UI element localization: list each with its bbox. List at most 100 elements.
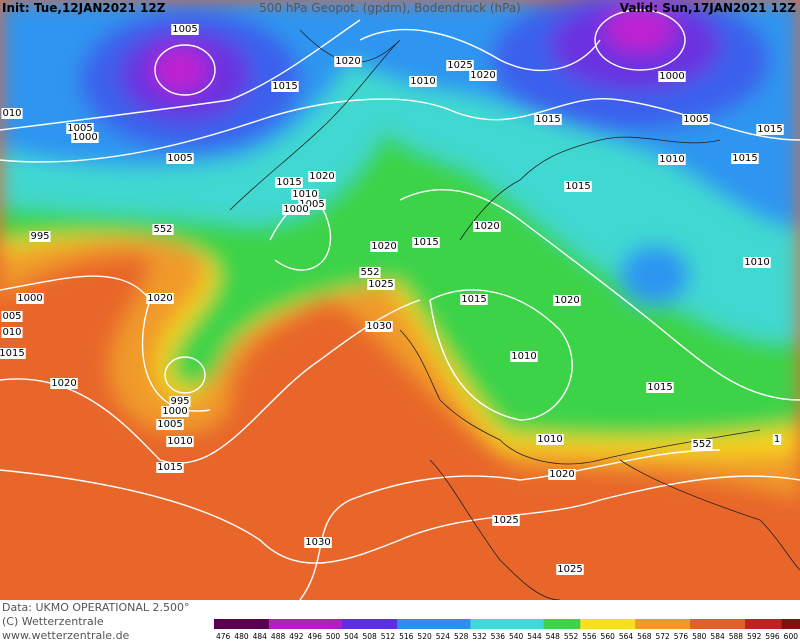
isobar-label: 1010 bbox=[410, 76, 435, 87]
isobar-label: 552 bbox=[692, 439, 711, 450]
isobar-label: 1005 bbox=[157, 419, 182, 430]
label-bg bbox=[556, 564, 584, 575]
isobar-label: 1015 bbox=[276, 177, 301, 188]
scale-label: 492 bbox=[289, 632, 304, 641]
scale-swatch bbox=[342, 619, 361, 629]
isobar-label: 1005 bbox=[67, 123, 92, 134]
label-bg bbox=[29, 231, 51, 242]
scale-swatch bbox=[470, 619, 490, 629]
isobar-label: 005 bbox=[2, 311, 21, 322]
scale-swatch bbox=[397, 619, 416, 629]
label-bg bbox=[359, 267, 381, 278]
scale-swatch bbox=[323, 619, 343, 629]
label-bg bbox=[275, 177, 303, 188]
label-bg bbox=[152, 224, 174, 235]
isobar-label: 1015 bbox=[565, 181, 590, 192]
isobar-label: 1020 bbox=[371, 241, 396, 252]
scale-label: 500 bbox=[326, 632, 341, 641]
isobar-label: 1010 bbox=[537, 434, 562, 445]
coastlines bbox=[229, 29, 800, 600]
isobar-label: 552 bbox=[153, 224, 172, 235]
label-bg bbox=[658, 71, 686, 82]
scale-label: 496 bbox=[308, 632, 323, 641]
isobar-label: 1020 bbox=[554, 295, 579, 306]
scale-swatch bbox=[543, 619, 563, 629]
isobar-label: 1030 bbox=[305, 537, 330, 548]
scale-swatch bbox=[745, 619, 764, 629]
isobar-label: 1 bbox=[774, 434, 780, 445]
scale-label: 536 bbox=[491, 632, 506, 641]
isobar-label: 010 bbox=[2, 327, 21, 338]
label-bg bbox=[169, 396, 191, 407]
label-bg bbox=[469, 70, 497, 81]
isobar-label: 1015 bbox=[413, 237, 438, 248]
scale-swatch bbox=[653, 619, 673, 629]
label-bg bbox=[0, 348, 26, 359]
isobar-label: 552 bbox=[360, 267, 379, 278]
isobar-label: 1025 bbox=[447, 60, 472, 71]
label-bg bbox=[510, 351, 538, 362]
scale-swatch bbox=[507, 619, 526, 629]
scale-label: 548 bbox=[546, 632, 561, 641]
label-bg bbox=[646, 382, 674, 393]
isobar-label: 1010 bbox=[744, 257, 769, 268]
label-bg bbox=[1, 327, 23, 338]
label-bg bbox=[166, 153, 194, 164]
isobar-label: 1025 bbox=[493, 515, 518, 526]
scale-label: 512 bbox=[381, 632, 396, 641]
scale-label: 528 bbox=[454, 632, 469, 641]
scale-swatch bbox=[708, 619, 728, 629]
isobar-label: 010 bbox=[2, 108, 21, 119]
scale-label: 488 bbox=[271, 632, 286, 641]
scale-swatch bbox=[580, 619, 600, 629]
scale-swatch bbox=[781, 619, 800, 629]
label-bg bbox=[146, 293, 174, 304]
isobar-label: 1010 bbox=[511, 351, 536, 362]
label-bg bbox=[156, 462, 184, 473]
scale-label: 504 bbox=[344, 632, 359, 641]
scale-label: 516 bbox=[399, 632, 414, 641]
isobar-label: 1015 bbox=[0, 348, 25, 359]
label-bg bbox=[1, 311, 23, 322]
isobar-label: 1015 bbox=[647, 382, 672, 393]
isobar-label: 1010 bbox=[167, 436, 192, 447]
map-title: 500 hPa Geopot. (gpdm), Bodendruck (hPa) bbox=[259, 1, 521, 15]
label-bg bbox=[156, 419, 184, 430]
label-bg bbox=[282, 204, 310, 215]
isobar-label: 1015 bbox=[732, 153, 757, 164]
scale-swatch bbox=[214, 619, 233, 629]
label-bg bbox=[308, 171, 336, 182]
footer-line: Data: UKMO OPERATIONAL 2.500° bbox=[2, 601, 189, 614]
scale-swatch bbox=[635, 619, 654, 629]
label-bg bbox=[731, 153, 759, 164]
label-bg bbox=[492, 515, 520, 526]
scale-swatch bbox=[250, 619, 270, 629]
label-bg bbox=[304, 537, 332, 548]
label-bg bbox=[66, 123, 94, 134]
isobar-label: 1000 bbox=[162, 406, 187, 417]
scale-label: 540 bbox=[509, 632, 524, 641]
scale-swatch bbox=[671, 619, 691, 629]
label-bg bbox=[548, 469, 576, 480]
isobar-label: 1000 bbox=[659, 71, 684, 82]
label-bg bbox=[367, 279, 395, 290]
isobar-label: 1020 bbox=[309, 171, 334, 182]
label-bg bbox=[271, 81, 299, 92]
scale-label: 600 bbox=[784, 632, 799, 641]
label-bg bbox=[446, 60, 474, 71]
label-bg bbox=[71, 132, 99, 143]
isobar-label: 1020 bbox=[335, 56, 360, 67]
isobar-label: 995 bbox=[30, 231, 49, 242]
isobar-label: 1000 bbox=[17, 293, 42, 304]
color-scale: 476 480 484 488 492 496 500 504 508 512 516 520 524 5… bbox=[214, 619, 800, 641]
scale-label: 508 bbox=[362, 632, 377, 641]
label-bg bbox=[743, 257, 771, 268]
scale-label: 556 bbox=[582, 632, 597, 641]
isobar-label: 1020 bbox=[474, 221, 499, 232]
label-bg bbox=[534, 114, 562, 125]
scale-label: 476 bbox=[216, 632, 231, 641]
scale-label: 572 bbox=[655, 632, 670, 641]
scale-label: 532 bbox=[472, 632, 487, 641]
